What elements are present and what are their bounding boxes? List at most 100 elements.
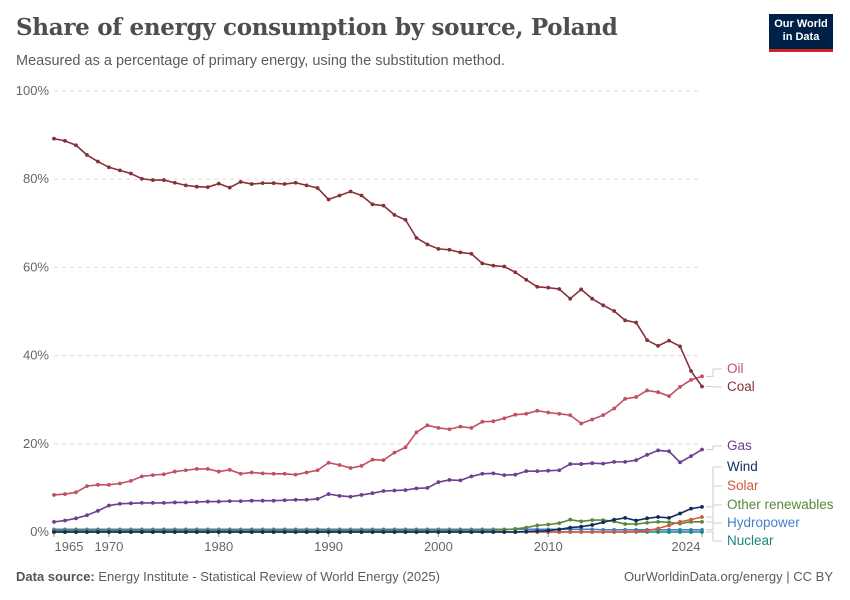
label-connector <box>706 504 722 523</box>
data-point <box>359 530 364 534</box>
data-point <box>700 447 704 452</box>
data-point <box>623 522 628 526</box>
data-point <box>139 176 144 181</box>
data-point <box>392 488 397 493</box>
data-point <box>74 143 78 148</box>
data-point <box>590 296 595 301</box>
series-label: Other renewables <box>727 497 834 512</box>
data-point <box>293 497 298 502</box>
data-point <box>678 344 682 349</box>
data-point <box>117 481 122 486</box>
x-tick-label: 2000 <box>424 539 453 554</box>
source-text[interactable]: Energy Institute - Statistical Review of… <box>98 569 440 584</box>
y-tick-label: 40% <box>23 348 49 363</box>
data-point <box>579 421 584 426</box>
data-point <box>667 449 671 454</box>
credit-link[interactable]: OurWorldinData.org/energy | CC BY <box>623 569 833 584</box>
data-point <box>601 461 606 466</box>
data-point <box>656 343 660 348</box>
data-point <box>689 506 693 511</box>
label-connector <box>706 368 722 377</box>
data-point <box>183 530 188 534</box>
data-point <box>524 469 529 474</box>
data-point <box>546 285 551 290</box>
label-connector <box>706 531 722 542</box>
data-point <box>458 530 463 534</box>
data-point <box>216 469 221 474</box>
data-point <box>678 385 682 389</box>
data-point <box>502 530 507 534</box>
owid-logo[interactable]: Our World in Data <box>769 14 833 52</box>
data-point <box>469 426 474 430</box>
data-point <box>85 513 89 518</box>
data-point <box>491 419 496 424</box>
data-point <box>260 530 265 534</box>
data-point <box>546 410 551 415</box>
data-point <box>172 530 177 534</box>
data-point <box>52 519 56 524</box>
data-point <box>656 448 660 453</box>
data-point <box>370 457 375 462</box>
data-point <box>172 180 177 185</box>
x-tick-label: 2010 <box>534 539 563 554</box>
data-point <box>623 396 628 401</box>
data-point <box>293 472 298 477</box>
data-point <box>557 468 562 473</box>
data-point <box>568 517 573 522</box>
data-point <box>227 499 232 504</box>
data-point <box>689 369 693 373</box>
data-point <box>150 473 155 478</box>
data-point <box>117 530 122 534</box>
data-point <box>689 530 693 534</box>
data-point <box>150 530 155 534</box>
data-point <box>645 520 649 525</box>
data-point <box>249 530 254 534</box>
data-point <box>535 523 540 528</box>
data-point <box>326 530 331 534</box>
data-point <box>447 530 452 534</box>
data-point <box>546 522 551 527</box>
data-point <box>601 413 606 418</box>
label-connector <box>706 522 722 531</box>
data-point <box>337 493 342 498</box>
data-point <box>557 527 562 532</box>
data-point <box>161 530 166 534</box>
data-point <box>74 530 78 534</box>
data-point <box>392 450 397 455</box>
data-point <box>634 518 639 523</box>
data-point <box>315 497 320 501</box>
data-point <box>161 500 166 505</box>
data-point <box>535 408 540 413</box>
data-point <box>348 466 353 470</box>
data-point <box>414 486 419 491</box>
data-point <box>96 530 100 534</box>
data-point <box>557 530 562 534</box>
data-point <box>150 178 155 182</box>
data-point <box>271 498 276 503</box>
data-point <box>612 459 617 464</box>
data-point <box>304 183 309 188</box>
data-point <box>348 189 353 194</box>
data-point <box>678 460 682 465</box>
data-point <box>579 287 584 292</box>
data-point <box>348 494 353 499</box>
data-point <box>392 530 397 534</box>
data-point <box>458 424 463 429</box>
data-point <box>381 458 386 463</box>
data-point <box>513 412 518 417</box>
data-point <box>458 478 463 483</box>
data-point <box>139 500 144 505</box>
data-point <box>249 498 254 503</box>
data-point <box>337 193 342 198</box>
data-point <box>172 469 177 474</box>
data-point <box>337 530 342 534</box>
data-point <box>227 185 232 190</box>
data-point <box>128 171 133 176</box>
data-point <box>370 202 375 207</box>
data-point <box>183 500 188 505</box>
y-tick-label: 60% <box>23 259 49 274</box>
data-point <box>348 530 353 534</box>
data-point <box>96 508 100 513</box>
data-point <box>634 320 639 325</box>
data-point <box>304 470 309 475</box>
